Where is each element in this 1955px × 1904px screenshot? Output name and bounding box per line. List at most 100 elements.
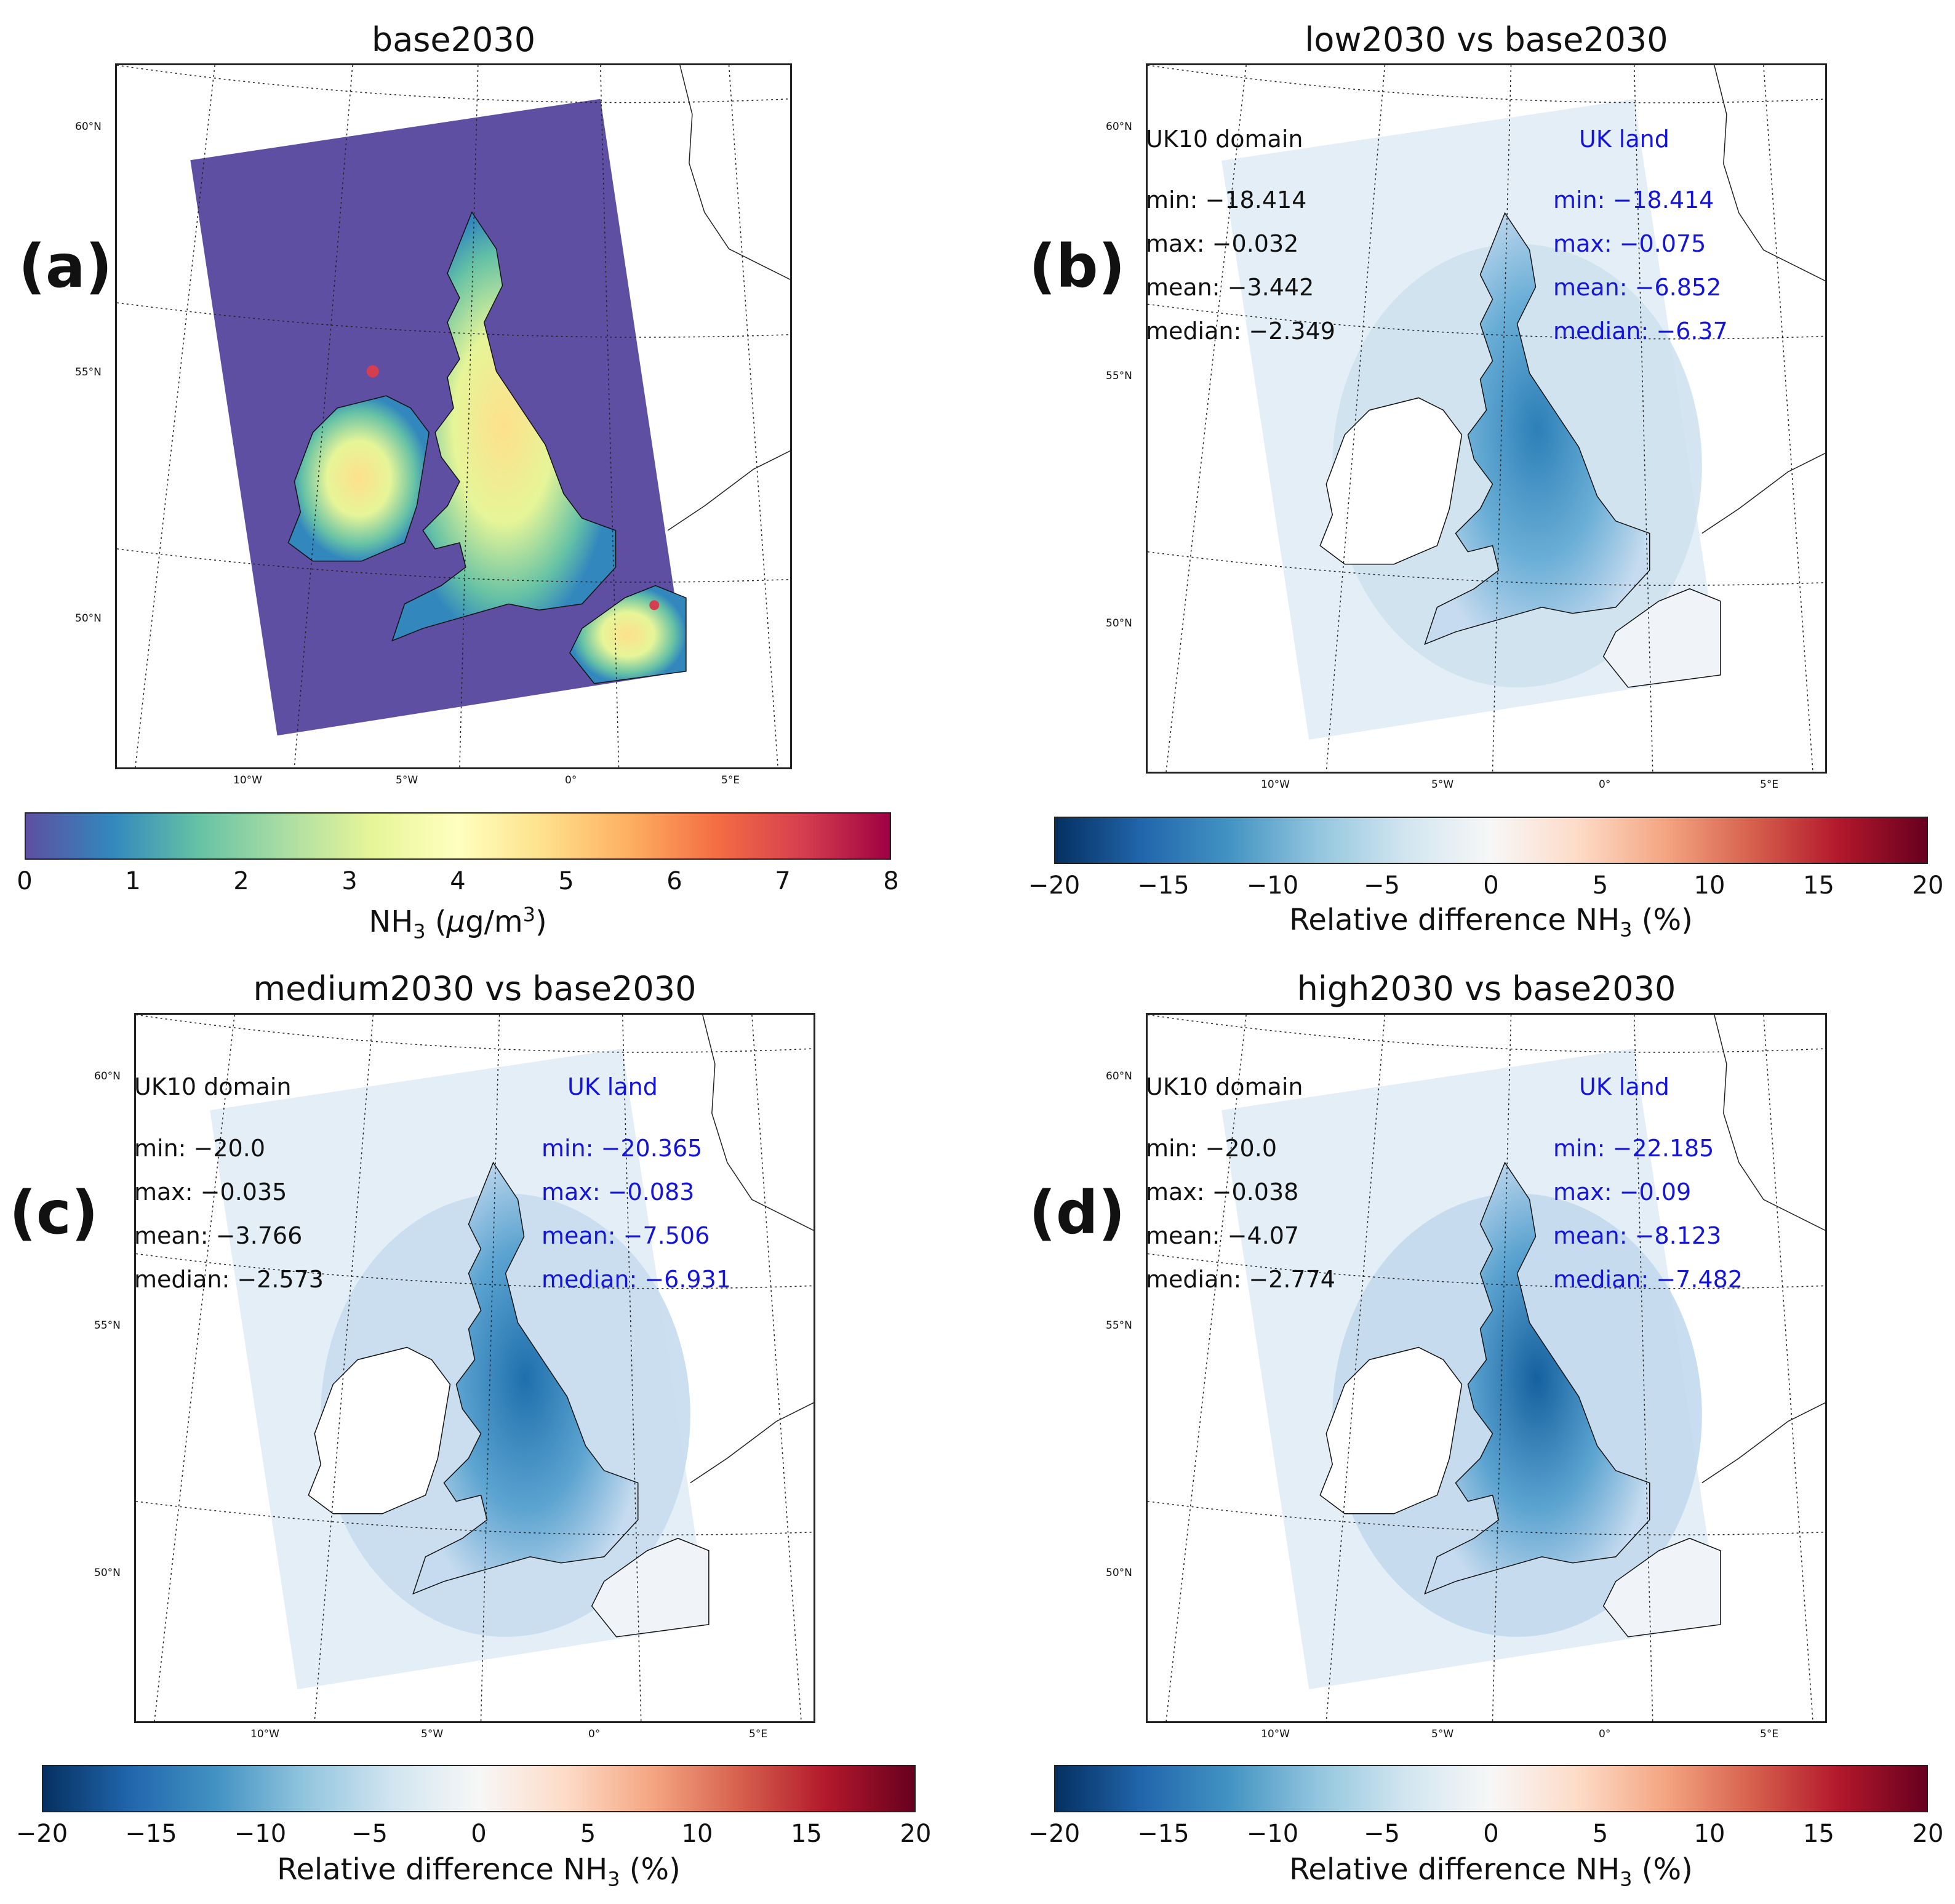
panel-b-label: (b)	[1029, 232, 1125, 301]
land-title-d: UK land	[1579, 1073, 1669, 1100]
map-frame-b	[1146, 63, 1827, 774]
lat-label-55n-d: 55°N	[1106, 1319, 1132, 1332]
colorbar-a	[25, 812, 891, 860]
lon-label-5w-b: 5°W	[1431, 778, 1454, 791]
lon-label-5w-a: 5°W	[396, 774, 418, 786]
land-min-b: min: −18.414	[1553, 186, 1714, 214]
colorbar-d-label: Relative difference NH3 (%)	[1289, 1852, 1693, 1891]
domain-max-c: max: −0.035	[134, 1178, 287, 1206]
lon-label-10w-d: 10°W	[1261, 1728, 1290, 1740]
colorbar-c-tick: 5	[580, 1820, 596, 1848]
domain-max-d: max: −0.038	[1146, 1178, 1299, 1206]
colorbar-d-tick: 5	[1592, 1820, 1609, 1848]
lon-label-10w-c: 10°W	[250, 1728, 279, 1740]
colorbar-d-tick: 15	[1803, 1820, 1834, 1848]
france-land-a	[569, 585, 687, 684]
colorbar-b-label: Relative difference NH3 (%)	[1289, 903, 1693, 942]
lon-label-10w-a: 10°W	[233, 774, 262, 786]
colorbar-a-tick: 8	[883, 867, 899, 895]
colorbar-a-label: NH3 (μg/m3)	[369, 903, 547, 943]
colorbar-a-tick: 1	[125, 867, 141, 895]
lon-label-5e-c: 5°E	[749, 1728, 768, 1740]
lat-label-55n-c: 55°N	[94, 1319, 121, 1332]
colorbar-d-tick: 0	[1483, 1820, 1499, 1848]
lon-label-0-b: 0°	[1599, 778, 1611, 791]
domain-max-b: max: −0.032	[1146, 230, 1299, 257]
colorbar-b-tick: −5	[1364, 871, 1400, 900]
land-max-d: max: −0.09	[1553, 1178, 1692, 1206]
domain-title-c: UK10 domain	[134, 1073, 292, 1100]
lon-label-5e-d: 5°E	[1760, 1728, 1779, 1740]
colorbar-c-tick: 10	[681, 1820, 713, 1848]
domain-median-c: median: −2.573	[134, 1266, 324, 1293]
great-britain-land-b	[1424, 212, 1650, 646]
map-c-graphic	[136, 1015, 814, 1721]
norway-coast-a	[679, 65, 790, 280]
lat-label-60n-b: 60°N	[1106, 121, 1132, 133]
france-land-d	[1602, 1537, 1721, 1638]
graticule-d	[1148, 1015, 1825, 1721]
lat-label-60n-a: 60°N	[75, 121, 102, 133]
colorbar-c-tick: 15	[791, 1820, 822, 1848]
domain-min-b: min: −18.414	[1146, 186, 1307, 214]
france-land-b	[1602, 588, 1721, 688]
lon-label-5e-a: 5°E	[721, 774, 740, 786]
colorbar-b-tick: −20	[1028, 871, 1081, 900]
panel-c-title: medium2030 vs base2030	[253, 969, 697, 1008]
map-frame-a	[115, 63, 792, 769]
lat-label-60n-c: 60°N	[94, 1070, 121, 1082]
map-b-graphic	[1148, 65, 1825, 772]
domain-min-d: min: −20.0	[1146, 1135, 1277, 1162]
colorbar-b-tick: 10	[1693, 871, 1725, 900]
colorbar-c-tick: −20	[15, 1820, 68, 1848]
colorbar-d-tick: 10	[1693, 1820, 1725, 1848]
ireland-land-a	[287, 395, 430, 562]
hotspot-a-2	[649, 600, 660, 610]
colorbar-c-tick: −5	[351, 1820, 388, 1848]
panel-a-title: base2030	[371, 20, 536, 59]
domain-mean-c: mean: −3.766	[134, 1222, 303, 1249]
land-mean-d: mean: −8.123	[1553, 1222, 1722, 1249]
land-min-c: min: −20.365	[542, 1135, 703, 1162]
land-max-c: max: −0.083	[542, 1178, 695, 1206]
ireland-land-d	[1319, 1346, 1463, 1514]
norway-coast-c	[702, 1015, 814, 1231]
colorbar-a-tick: 6	[666, 867, 682, 895]
domain-median-d: median: −2.774	[1146, 1266, 1335, 1293]
norway-coast-b	[1714, 65, 1825, 281]
lon-label-0-d: 0°	[1599, 1728, 1611, 1740]
colorbar-b-tick: 0	[1483, 871, 1499, 900]
graticule-c	[136, 1015, 814, 1721]
lon-label-0-a: 0°	[565, 774, 577, 786]
map-d-graphic	[1148, 1015, 1825, 1721]
continent-coast-d	[1701, 1402, 1825, 1484]
colorbar-a-tick: 0	[17, 867, 33, 895]
colorbar-c-label: Relative difference NH3 (%)	[277, 1852, 681, 1891]
land-median-c: median: −6.931	[542, 1266, 731, 1293]
land-min-d: min: −22.185	[1553, 1135, 1714, 1162]
colorbar-d-tick: 20	[1912, 1820, 1944, 1848]
colorbar-a-tick: 5	[558, 867, 574, 895]
great-britain-land-d	[1424, 1161, 1650, 1595]
lat-label-50n-a: 50°N	[75, 612, 102, 625]
colorbar-d-tick: −10	[1246, 1820, 1299, 1848]
colorbar-b-tick: −15	[1137, 871, 1189, 900]
colorbar-b-ticks: −20 −15 −10 −5 0 5 10 15 20	[1028, 871, 1944, 900]
colorbar-b-tick: −10	[1246, 871, 1299, 900]
great-britain-land-a	[391, 211, 617, 642]
land-title-b: UK land	[1579, 126, 1669, 153]
domain-mean-b: mean: −3.442	[1146, 274, 1314, 301]
lat-label-55n-b: 55°N	[1106, 370, 1132, 382]
panel-a-label: (a)	[18, 232, 113, 301]
colorbar-a-tick: 2	[233, 867, 249, 895]
colorbar-d-ticks: −20 −15 −10 −5 0 5 10 15 20	[1028, 1820, 1944, 1848]
colorbar-d-tick: −20	[1028, 1820, 1081, 1848]
lat-label-60n-d: 60°N	[1106, 1070, 1132, 1082]
continent-coast-b	[1701, 452, 1825, 534]
colorbar-c-tick: −15	[125, 1820, 177, 1848]
panel-d-title: high2030 vs base2030	[1297, 969, 1676, 1008]
domain-title-d: UK10 domain	[1146, 1073, 1303, 1100]
lat-label-55n-a: 55°N	[75, 366, 102, 378]
colorbar-c-tick: 20	[900, 1820, 932, 1848]
graticule-b	[1148, 65, 1825, 772]
